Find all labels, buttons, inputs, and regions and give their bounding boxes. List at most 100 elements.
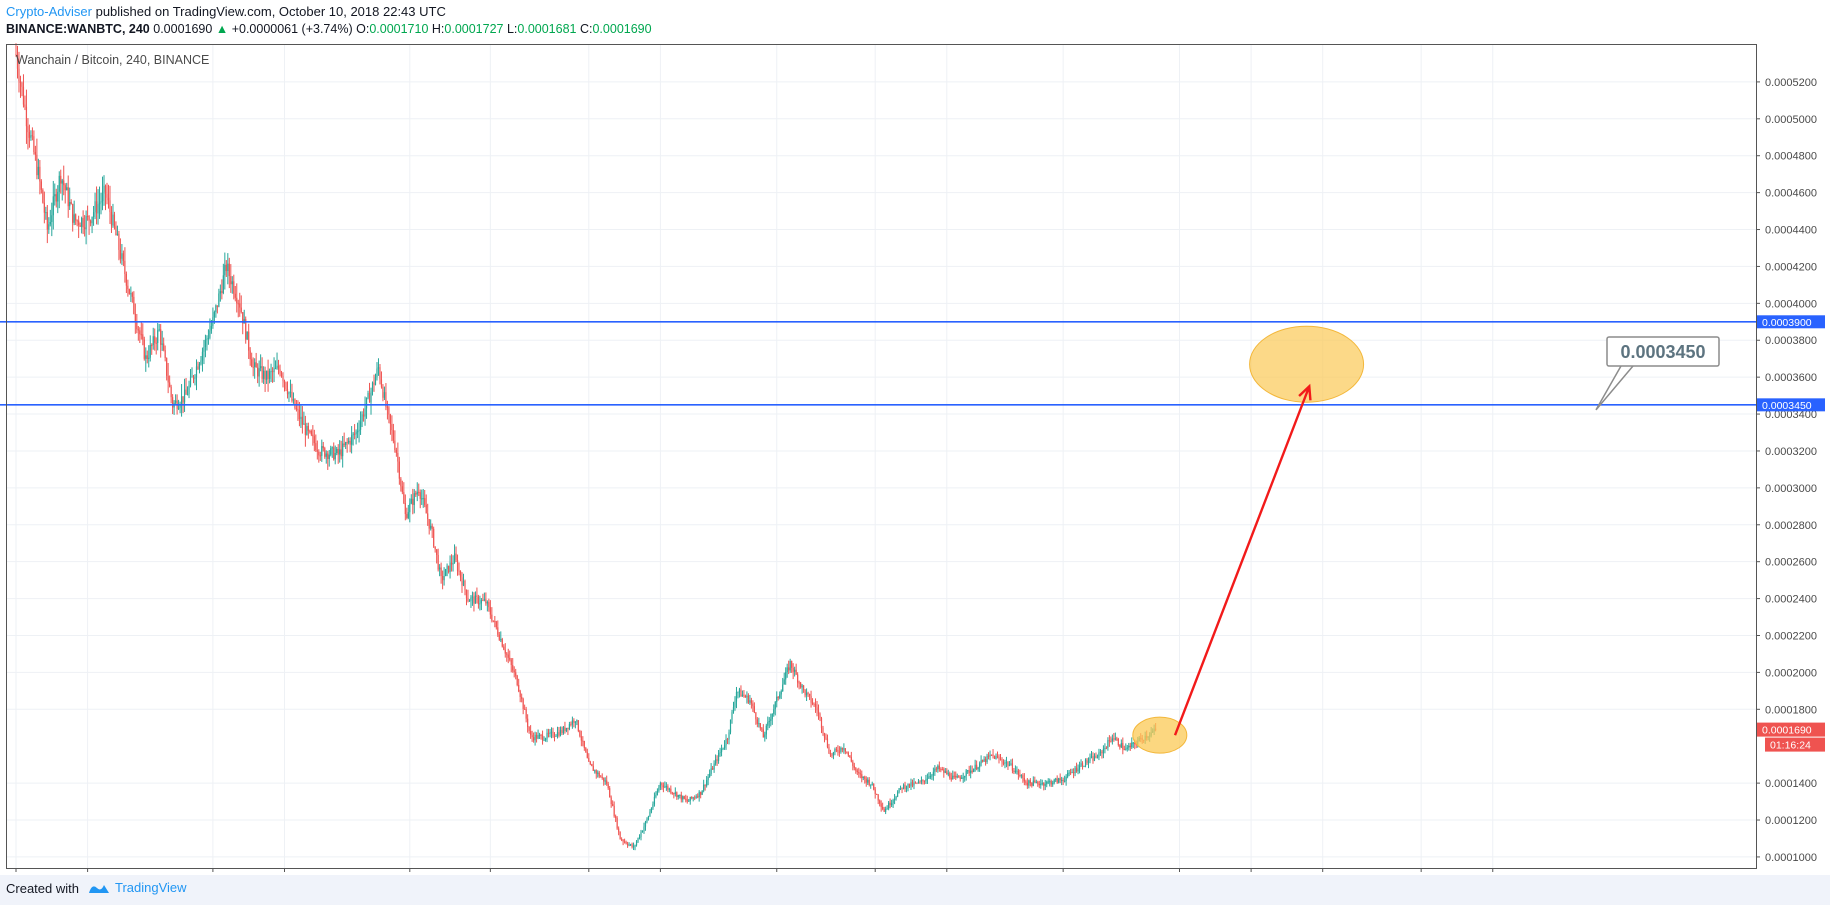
- candle-body: [746, 695, 748, 698]
- candle-body: [84, 227, 86, 230]
- candle-body: [550, 731, 553, 733]
- candle-body: [679, 794, 681, 796]
- candle-body: [935, 768, 937, 770]
- candle-body: [497, 627, 499, 635]
- price-chart[interactable]: 0.0001000 0.0001200 0.0001400 0.0001800 0.00…: [0, 0, 1830, 875]
- candle-body: [925, 779, 927, 782]
- candle-body: [476, 595, 478, 597]
- candle-body: [592, 766, 594, 771]
- candle-body: [1020, 775, 1022, 777]
- candle-body: [538, 734, 541, 736]
- candle-body: [49, 222, 51, 225]
- candle-body: [606, 780, 608, 784]
- candle-body: [295, 408, 298, 410]
- candle-body: [356, 431, 359, 433]
- candle-body: [533, 737, 535, 741]
- candle-body: [285, 382, 287, 390]
- candle-body: [858, 772, 860, 774]
- candle-body: [637, 837, 639, 842]
- target-arrow-line: [1173, 385, 1311, 736]
- candle-body: [203, 347, 205, 352]
- candle-body: [237, 303, 239, 305]
- candle-body: [911, 782, 914, 786]
- candle-body: [416, 491, 418, 495]
- candle-body: [509, 657, 511, 660]
- candle-body: [19, 81, 22, 84]
- candle-body: [814, 704, 817, 708]
- author-link[interactable]: Crypto-Adviser: [6, 4, 92, 19]
- candle-body: [722, 747, 724, 750]
- candle-body: [103, 185, 105, 192]
- candle-body: [142, 334, 144, 340]
- y-tick-label: 0.0001400: [1765, 778, 1817, 790]
- candle-body: [304, 423, 306, 435]
- candle-body: [964, 775, 966, 778]
- candle-body: [732, 706, 735, 713]
- candle-body: [443, 575, 445, 581]
- candle-body: [984, 758, 987, 762]
- candle-body: [121, 253, 123, 259]
- candle-body: [861, 774, 863, 778]
- candle-body: [747, 695, 750, 703]
- candle-body: [1040, 783, 1042, 786]
- candle-body: [201, 351, 204, 361]
- candle-body: [1010, 763, 1012, 765]
- candle-body: [723, 745, 726, 748]
- candle-body: [255, 362, 257, 368]
- candle-body: [85, 215, 87, 230]
- candle-body: [170, 386, 172, 398]
- candle-body: [618, 828, 620, 832]
- candle-body: [328, 454, 330, 459]
- candle-body: [501, 639, 503, 647]
- open-value: 0.0001710: [369, 22, 429, 36]
- candle-body: [776, 696, 778, 703]
- candle-body: [1132, 742, 1134, 744]
- candle-body: [1078, 765, 1081, 770]
- candle-body: [1032, 780, 1034, 786]
- candle-body: [553, 736, 556, 738]
- candle-body: [876, 793, 878, 795]
- candle-body: [240, 307, 242, 313]
- candle-body: [346, 442, 348, 444]
- candle-body: [185, 389, 187, 395]
- candle-body: [252, 366, 254, 368]
- candle-body: [583, 740, 585, 749]
- current-price-tag: [1757, 722, 1825, 737]
- candle-body: [315, 443, 317, 451]
- candle-body: [343, 443, 345, 445]
- candle-body: [1071, 772, 1073, 774]
- candle-body: [756, 719, 758, 724]
- candle-body: [791, 660, 793, 668]
- candle-body: [643, 826, 645, 831]
- y-tick-label: 0.0003400: [1765, 409, 1817, 421]
- candle-body: [1098, 752, 1100, 758]
- candle-body: [192, 376, 195, 379]
- candle-body: [907, 783, 909, 788]
- candle-body: [540, 734, 542, 736]
- candle-body: [1072, 772, 1075, 774]
- candle-body: [1053, 779, 1055, 783]
- candle-body: [1049, 781, 1051, 783]
- candle-body: [923, 780, 926, 782]
- candle-body: [589, 761, 591, 765]
- candle-body: [239, 303, 241, 308]
- candle-body: [917, 781, 920, 784]
- candle-body: [158, 329, 160, 331]
- candle-body: [558, 732, 560, 736]
- candle-body: [442, 575, 444, 581]
- candle-body: [139, 330, 141, 335]
- candle-body: [1016, 770, 1018, 772]
- candle-body: [483, 599, 485, 601]
- candle-body: [1061, 779, 1063, 781]
- candle-body: [480, 600, 482, 604]
- candle-body: [993, 755, 996, 759]
- candle-body: [218, 293, 220, 307]
- candle-body: [770, 719, 772, 721]
- candle-body: [559, 730, 562, 736]
- target-ellipse: [1249, 325, 1365, 403]
- tradingview-brand[interactable]: TradingView: [88, 880, 187, 895]
- candle-body: [676, 792, 678, 797]
- candle-body: [433, 528, 435, 547]
- candle-body: [510, 659, 512, 666]
- candle-body: [691, 796, 693, 799]
